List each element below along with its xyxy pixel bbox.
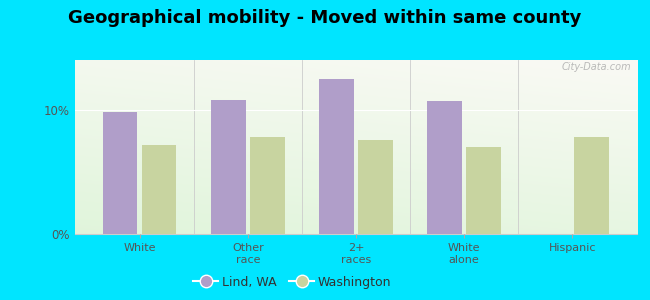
Bar bbox=[427, 101, 462, 234]
Text: Geographical mobility - Moved within same county: Geographical mobility - Moved within sam… bbox=[68, 9, 582, 27]
Bar bbox=[466, 147, 500, 234]
Bar bbox=[142, 145, 176, 234]
Bar bbox=[103, 112, 137, 234]
Legend: Lind, WA, Washington: Lind, WA, Washington bbox=[188, 271, 396, 294]
Bar bbox=[211, 100, 246, 234]
Text: City-Data.com: City-Data.com bbox=[562, 62, 631, 72]
Bar bbox=[319, 79, 354, 234]
Bar bbox=[250, 137, 285, 234]
Bar bbox=[575, 137, 609, 234]
Bar bbox=[358, 140, 393, 234]
